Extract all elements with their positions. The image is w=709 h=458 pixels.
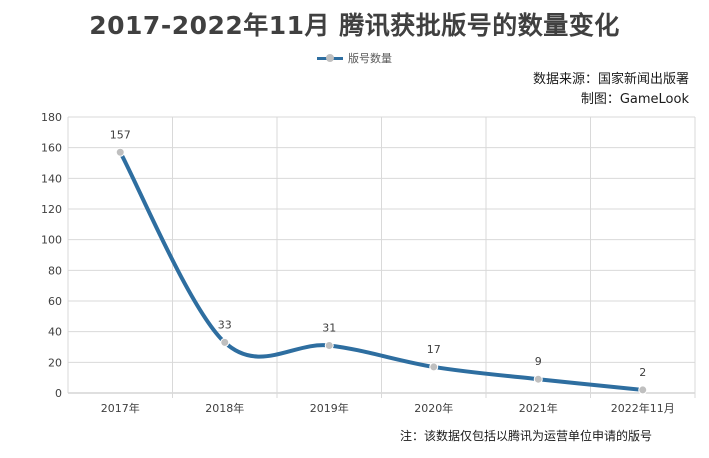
data-label: 17	[427, 343, 441, 356]
y-tick-label: 140	[41, 172, 62, 185]
data-point	[115, 147, 125, 157]
data-source-text: 数据来源：国家新闻出版署	[532, 72, 689, 87]
y-tick-label: 160	[41, 142, 62, 155]
data-label: 9	[535, 355, 542, 368]
legend-label: 版号数量	[348, 52, 392, 65]
legend-swatch	[317, 53, 343, 63]
legend: 版号数量	[0, 50, 709, 66]
y-tick-label: 60	[48, 295, 62, 308]
y-tick-label: 20	[48, 356, 62, 369]
x-tick-label: 2022年11月	[611, 401, 675, 415]
data-label: 157	[110, 128, 131, 141]
series-group	[115, 147, 648, 395]
chart-title: 2017-2022年11月 腾讯获批版号的数量变化	[89, 11, 620, 40]
data-label: 31	[322, 321, 336, 334]
x-tick-label: 2017年	[101, 401, 140, 415]
x-tick-label: 2021年	[519, 401, 558, 415]
x-tick-label: 2020年	[414, 401, 453, 415]
data-point	[324, 340, 334, 350]
data-point	[533, 374, 543, 384]
source-block: 数据来源：国家新闻出版署 制图：GameLook	[533, 70, 689, 110]
data-labels: 157 33 31 17 9 2	[110, 128, 647, 379]
made-by-text: 制图：GameLook	[580, 92, 689, 107]
data-label: 2	[639, 366, 646, 379]
y-tick-label: 180	[41, 111, 62, 124]
x-tick-label: 2018年	[205, 401, 244, 415]
y-tick-label: 40	[48, 326, 62, 339]
y-tick-label: 0	[55, 387, 62, 400]
y-tick-label: 120	[41, 203, 62, 216]
data-label: 33	[218, 318, 232, 331]
x-axis-ticks: 2017年 2018年 2019年 2020年 2021年 2022年11月	[101, 401, 675, 415]
grid-lines	[67, 116, 696, 398]
x-tick-label: 2019年	[310, 401, 349, 415]
data-point	[220, 337, 230, 347]
y-axis-ticks: 0 20 40 60 80 100 120 140 160 180	[41, 111, 62, 400]
y-tick-label: 100	[41, 234, 62, 247]
y-tick-label: 80	[48, 264, 62, 277]
data-point	[429, 362, 439, 372]
footnote: 注：该数据仅包括以腾讯为运营单位申请的版号	[400, 429, 653, 443]
data-point	[638, 385, 648, 395]
